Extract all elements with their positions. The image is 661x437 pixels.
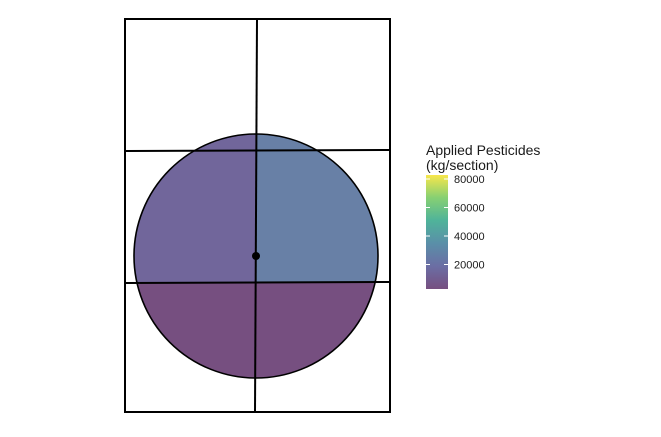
section-grid (124, 18, 391, 413)
legend-title-line1: Applied Pesticides (426, 142, 540, 158)
section-upper-left (134, 134, 256, 282)
grid-horizontal-line-top (124, 149, 391, 152)
legend: Applied Pesticides (kg/section) 80000 600… (426, 142, 540, 289)
pivot-center-point (252, 252, 260, 260)
grid-horizontal-line-bottom (124, 281, 391, 284)
field-circle-outline (133, 133, 379, 379)
legend-tick-group: 80000 60000 40000 20000 (426, 174, 485, 272)
grid-outer-border (124, 18, 391, 413)
legend-tick-label: 20000 (454, 260, 485, 272)
legend-colorbar (426, 175, 448, 289)
legend-tick-label: 80000 (454, 174, 485, 186)
section-lower-left (134, 282, 256, 378)
legend-title-line2: (kg/section) (426, 157, 498, 173)
legend-tick-label: 40000 (454, 231, 485, 243)
section-lower-right (256, 282, 378, 378)
legend-tick-label: 60000 (454, 203, 485, 215)
grid-vertical-line (254, 18, 258, 413)
